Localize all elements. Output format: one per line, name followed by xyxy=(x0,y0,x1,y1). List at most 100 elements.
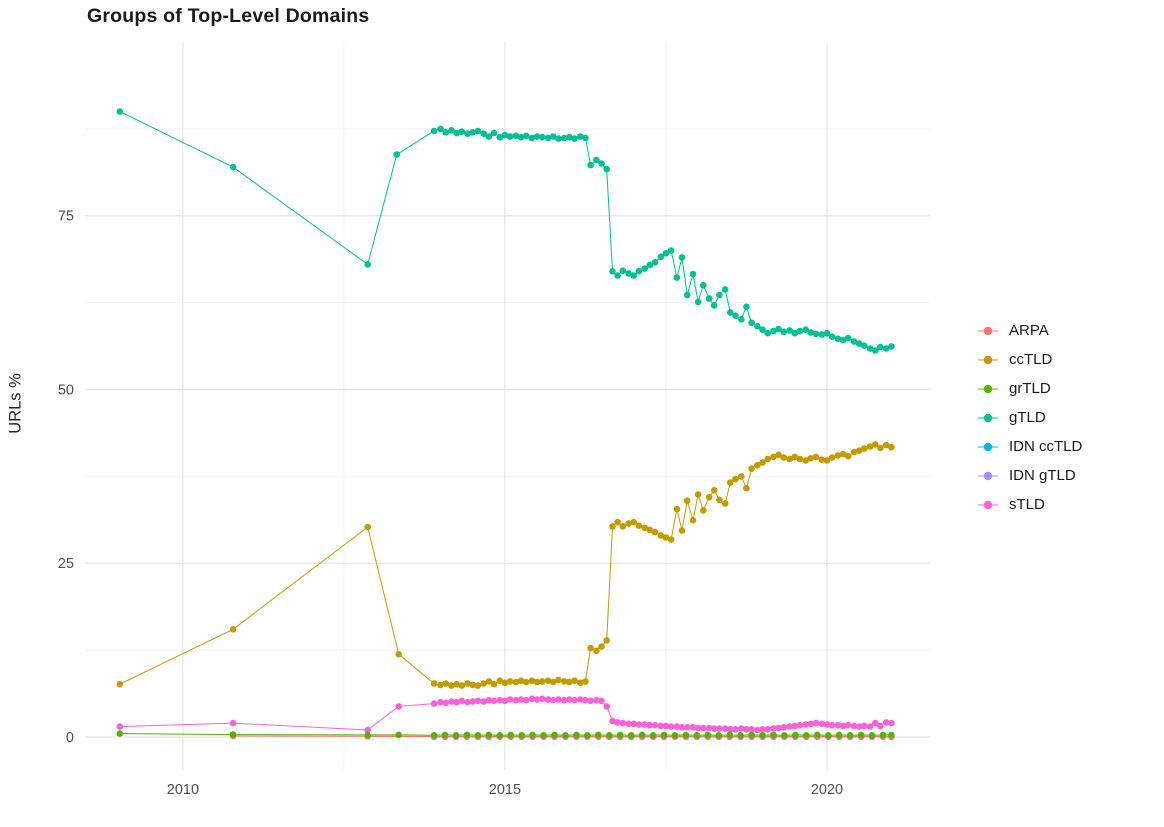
data-point-grtld xyxy=(395,731,403,739)
data-point-cctld xyxy=(888,443,895,451)
data-point-gtld xyxy=(619,267,627,275)
data-point-stld xyxy=(116,723,124,730)
data-point-stld xyxy=(694,724,702,732)
data-point-gtld xyxy=(882,345,890,352)
data-point-stld xyxy=(791,722,798,730)
data-point-cctld xyxy=(667,536,675,543)
chart-title: Groups of Top-Level Domains xyxy=(87,5,370,27)
data-point-cctld xyxy=(641,524,648,532)
series-line-gtld xyxy=(119,111,892,352)
legend-key-icon xyxy=(978,384,998,393)
data-point-grtld xyxy=(846,732,854,739)
data-point-stld xyxy=(501,697,509,705)
data-point-cctld xyxy=(464,680,471,687)
data-point-stld xyxy=(609,717,616,725)
data-point-cctld xyxy=(619,523,627,530)
data-point-cctld xyxy=(442,680,450,687)
data-point-stld xyxy=(395,703,403,710)
data-point-grtld xyxy=(638,731,646,739)
data-point-grtld xyxy=(868,732,876,739)
data-point-stld xyxy=(759,726,766,733)
data-point-stld xyxy=(727,726,734,733)
data-point-gtld xyxy=(657,253,665,261)
data-point-cctld xyxy=(614,518,621,526)
data-point-gtld xyxy=(116,108,124,115)
data-point-stld xyxy=(458,697,466,705)
data-point-gtld xyxy=(364,261,372,268)
data-point-gtld xyxy=(496,133,504,141)
data-point-grtld xyxy=(616,731,624,739)
data-point-gtld xyxy=(614,272,621,279)
data-point-stld xyxy=(812,719,820,727)
legend-label: IDN ccTLD xyxy=(1009,438,1083,455)
data-point-stld xyxy=(635,721,643,728)
data-point-cctld xyxy=(490,680,498,688)
series-points-cctld xyxy=(116,441,895,689)
data-point-cctld xyxy=(727,479,734,486)
data-point-gtld xyxy=(448,127,455,134)
data-point-stld xyxy=(877,722,884,730)
legend-label: IDN gTLD xyxy=(1009,467,1076,484)
data-point-grtld xyxy=(759,732,766,739)
data-point-cctld xyxy=(598,643,605,650)
data-point-cctld xyxy=(823,457,831,464)
data-point-gtld xyxy=(673,274,681,281)
legend-label: ARPA xyxy=(1009,322,1049,339)
data-point-gtld xyxy=(855,340,863,347)
data-point-gtld xyxy=(844,334,852,342)
data-point-cctld xyxy=(844,452,852,460)
data-point-gtld xyxy=(651,259,659,266)
data-point-gtld xyxy=(786,327,793,334)
data-point-cctld xyxy=(716,496,723,504)
data-point-gtld xyxy=(549,133,557,140)
data-point-grtld xyxy=(803,732,810,739)
data-point-gtld xyxy=(683,291,691,299)
legend-key-icon xyxy=(978,355,998,364)
data-point-grtld xyxy=(562,732,569,739)
data-point-cctld xyxy=(748,465,755,473)
data-point-grtld xyxy=(888,731,895,739)
data-point-stld xyxy=(512,696,520,704)
data-point-gtld xyxy=(834,335,842,343)
data-point-gtld xyxy=(544,134,552,142)
legend-item-stld: sTLD xyxy=(975,490,1082,519)
legend-label: ccTLD xyxy=(1009,351,1053,368)
data-point-gtld xyxy=(748,319,755,327)
data-point-gtld xyxy=(861,342,868,350)
data-point-gtld xyxy=(716,291,723,299)
data-point-cctld xyxy=(780,454,788,461)
data-point-stld xyxy=(522,696,530,704)
data-point-cctld xyxy=(732,475,739,483)
data-point-cctld xyxy=(453,680,460,688)
data-point-gtld xyxy=(593,156,600,164)
data-point-cctld xyxy=(743,484,750,492)
data-point-cctld xyxy=(828,454,836,461)
data-point-cctld xyxy=(485,678,493,685)
data-point-gtld xyxy=(796,327,804,335)
data-point-gtld xyxy=(598,160,605,167)
data-point-stld xyxy=(673,723,681,730)
data-point-cctld xyxy=(116,680,124,688)
data-point-gtld xyxy=(694,298,702,306)
data-point-gtld xyxy=(823,329,831,337)
legend-label: sTLD xyxy=(1009,496,1045,513)
data-point-gtld xyxy=(738,316,745,323)
data-point-stld xyxy=(506,696,514,703)
data-point-grtld xyxy=(649,732,657,739)
data-point-stld xyxy=(844,721,852,729)
y-tick-label: 25 xyxy=(58,556,74,572)
data-point-cctld xyxy=(651,528,659,536)
data-point-gtld xyxy=(533,133,541,140)
data-point-stld xyxy=(533,696,541,703)
data-point-cctld xyxy=(700,507,707,514)
data-point-stld xyxy=(689,724,697,731)
data-point-cctld xyxy=(533,678,541,686)
data-point-grtld xyxy=(748,731,755,739)
data-point-cctld xyxy=(786,455,793,463)
data-point-cctld xyxy=(850,448,858,456)
data-point-cctld xyxy=(812,453,820,461)
data-point-cctld xyxy=(764,455,771,463)
x-tick-label: 2020 xyxy=(811,782,843,798)
data-point-grtld xyxy=(485,731,493,739)
series-line-cctld xyxy=(119,443,892,687)
